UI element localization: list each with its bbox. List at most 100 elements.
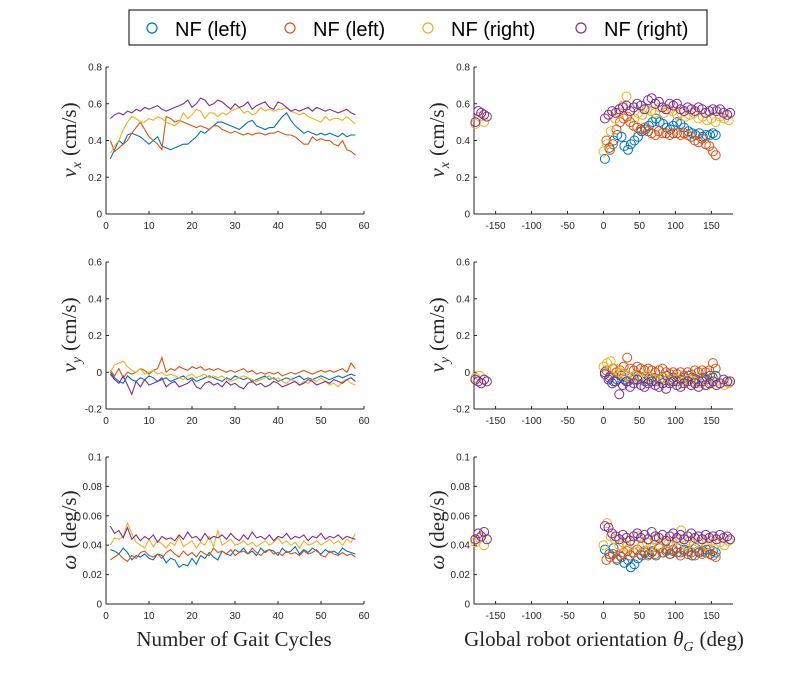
y-tick-label: -0.2 <box>85 405 103 416</box>
legend-label-2: NF (left) <box>313 19 385 41</box>
y-tick-label: 0 <box>96 210 102 221</box>
scatter-point-s4 <box>621 532 632 543</box>
y-tick-label: 0.6 <box>88 99 102 110</box>
y-tick-label: 0.8 <box>88 63 102 74</box>
x-tick-label: 40 <box>272 221 284 232</box>
scatter-point-s2 <box>605 144 615 155</box>
y-tick-label: 0.1 <box>456 453 470 464</box>
scatter-point-s4 <box>646 376 657 387</box>
y-tick-label: 0.04 <box>83 541 103 552</box>
series-line-3 <box>109 521 356 550</box>
legend-marker-3 <box>422 22 434 34</box>
scatter-point-s3 <box>715 111 725 122</box>
scatter-point-s3 <box>602 518 613 529</box>
scatter-point-s2 <box>615 550 625 561</box>
scatter-point-s1 <box>710 130 721 140</box>
x-tick-label: -150 <box>486 416 506 427</box>
scatter-point-s4 <box>722 376 733 387</box>
x-tick-label: 60 <box>358 416 370 427</box>
scatter-point-s2 <box>668 544 679 555</box>
scatter-point-s4 <box>470 117 481 128</box>
scatter-point-s4 <box>473 528 484 539</box>
scatter-point-s1 <box>707 128 718 139</box>
x-tick-label: 0 <box>103 416 109 427</box>
x-tick-label: 60 <box>358 221 370 232</box>
scatter-point-s3 <box>602 139 613 150</box>
ylabel-vx-right: vx (cm/s) <box>425 102 453 177</box>
x-tick-label: 0 <box>103 221 109 232</box>
ylabel-sub: y <box>70 356 85 365</box>
series-line-2 <box>109 355 356 379</box>
scatter-point-s4 <box>617 380 628 391</box>
scatter-point-s1 <box>629 559 640 570</box>
scatter-point-s4 <box>635 100 646 111</box>
xlabel-right: Global robot orientation θG (deg) <box>464 627 744 655</box>
subplot-w-cycles: 0 10 20 30 40 50 60 0 0.02 0.04 0.06 0.08 0.1 <box>83 453 370 623</box>
scatter-point-s3 <box>684 109 695 120</box>
ylabel-unit: (cm/s) <box>57 102 81 156</box>
scatter-point-s1 <box>675 119 686 129</box>
scatter-point-s3 <box>658 372 669 383</box>
x-tick-label: 0 <box>601 221 607 232</box>
scatter-point-s2 <box>671 547 682 558</box>
scatter-point-s3 <box>605 356 616 367</box>
y-tick-label: 0.8 <box>456 63 470 74</box>
y-tick-label: 0.02 <box>83 570 103 581</box>
y-tick-label: 0.08 <box>83 482 103 493</box>
scatter-point-s4 <box>628 378 639 389</box>
scatter-point-s1 <box>625 139 636 150</box>
subplot-w-orient: -150 -100 -50 0 50 100 150 0 0.02 0.04 0.06 0.08 0.1 <box>451 453 736 622</box>
scatter-point-s4 <box>693 381 704 392</box>
ylabel-symbol: v <box>57 363 81 373</box>
y-tick-label: 0 <box>96 368 102 379</box>
scatter-point-s2 <box>622 111 633 122</box>
scatter-point-s2 <box>697 133 708 144</box>
scatter-point-s4 <box>628 102 639 113</box>
y-tick-label: 0.2 <box>88 331 102 342</box>
xlabel-left: Number of Gait Cycles <box>136 627 331 651</box>
ylabel-symbol: v <box>57 168 81 178</box>
subplot-vx-orient: -150 -100 -50 0 50 100 150 0 0.2 0.4 0.6 0.8 <box>456 63 736 232</box>
scatter-point-s4 <box>689 378 700 389</box>
ylabel-symbol: v <box>425 363 449 373</box>
scatter-point-s4 <box>610 531 621 542</box>
scatter-point-s4 <box>682 531 693 542</box>
scatter-point-s3 <box>663 104 674 115</box>
scatter-point-s2 <box>686 131 697 142</box>
scatter-point-s1 <box>623 144 633 155</box>
y-tick-label: 0.4 <box>456 294 470 305</box>
legend-marker-1 <box>146 22 158 34</box>
y-tick-label: 0.4 <box>88 136 102 147</box>
scatter-point-s1 <box>651 113 661 124</box>
x-tick-label: 40 <box>272 416 284 427</box>
scatter-point-s4 <box>610 107 621 118</box>
scatter-point-s2 <box>686 547 697 558</box>
scatter-point-s3 <box>605 126 616 137</box>
scatter-point-s4 <box>707 376 718 387</box>
scatter-point-s1 <box>625 562 636 573</box>
y-tick-label: 0.06 <box>451 511 471 522</box>
scatter-point-s4 <box>603 374 614 385</box>
scatter-point-s4 <box>671 532 682 543</box>
scatter-point-s4 <box>599 369 610 380</box>
legend-marker-4 <box>575 22 587 34</box>
ylabel-symbol: ω <box>57 555 81 570</box>
x-tick-label: 30 <box>229 611 241 622</box>
legend-label-3: NF (right) <box>451 19 535 41</box>
subplot-vy-orient: -150 -100 -50 0 50 100 150 -0.2 0 0.2 0.4 0.6 <box>453 258 736 427</box>
scatter-point-s1 <box>629 135 640 146</box>
scatter-point-s4 <box>603 109 614 120</box>
scatter-point-s4 <box>657 378 668 389</box>
series-line-3 <box>109 360 356 388</box>
ylabel-w-right: ω (deg/s) <box>425 490 449 569</box>
scatter-point-s4 <box>635 532 646 543</box>
scatter-point-s4 <box>700 529 711 540</box>
ylabel-sub: y <box>438 356 453 365</box>
ylabel-unit: (cm/s) <box>57 297 81 351</box>
scatter-point-s4 <box>657 529 668 540</box>
scatter-point-s3 <box>479 540 490 551</box>
scatter-point-s4 <box>481 376 492 387</box>
scatter-point-s2 <box>707 358 718 369</box>
scatter-point-s2 <box>693 137 704 148</box>
